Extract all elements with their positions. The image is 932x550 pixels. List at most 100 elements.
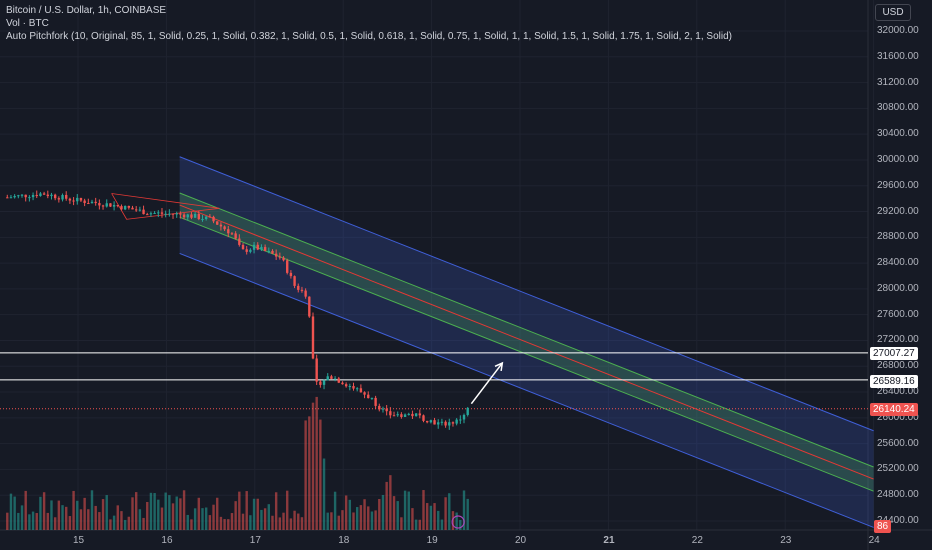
volume-bar: [400, 517, 403, 530]
pitchfork-upper-line[interactable]: [179, 156, 874, 432]
candle-body: [83, 200, 86, 204]
volume-bar: [293, 510, 296, 530]
volume-bar: [274, 492, 278, 530]
volume-bar: [414, 519, 418, 530]
candle-body: [13, 196, 16, 198]
volume-bar: [204, 507, 208, 530]
candle-body: [448, 422, 451, 426]
price-tick-label: 28000.00: [877, 282, 919, 294]
price-tick-label: 28400.00: [877, 257, 919, 269]
volume-indicator-label[interactable]: Vol · BTC: [6, 18, 49, 29]
volume-bar: [17, 512, 20, 530]
lightning-icon[interactable]: [451, 515, 465, 529]
candle-body: [94, 201, 97, 204]
volume-bar: [72, 490, 75, 530]
time-tick-label: 17: [249, 535, 261, 546]
pitchfork-inner-lower-line[interactable]: [179, 216, 874, 492]
pitchfork-lower-line[interactable]: [179, 252, 874, 528]
volume-bar: [61, 505, 64, 530]
volume-bar: [433, 503, 436, 530]
candle-body: [142, 209, 145, 215]
last-price-label: 26140.24: [870, 403, 918, 416]
candle-body: [293, 276, 296, 286]
trend-arrow[interactable]: [470, 362, 503, 405]
currency-button[interactable]: USD: [875, 4, 911, 21]
price-tick-label: 28800.00: [877, 231, 919, 243]
candle-body: [429, 420, 433, 423]
volume-bar: [212, 504, 215, 530]
candle-body: [153, 212, 156, 214]
volume-bar: [451, 511, 455, 530]
candle-body: [319, 381, 322, 385]
candle-body: [363, 392, 366, 395]
volume-bar: [186, 514, 189, 530]
candle-body: [20, 194, 24, 196]
price-tick-label: 25200.00: [877, 463, 919, 475]
candle-body: [286, 260, 289, 273]
candle-body: [179, 213, 182, 215]
volume-bar: [208, 515, 212, 530]
volume-bar: [385, 481, 388, 530]
candle-body: [414, 413, 418, 417]
volume-bar: [20, 505, 24, 530]
hline-lower-price-label: 26589.16: [870, 375, 918, 388]
candle-body: [112, 205, 116, 207]
price-tick-label: 30400.00: [877, 128, 919, 140]
candle-body: [6, 197, 9, 199]
volume-bar: [46, 512, 49, 530]
volume-bar: [241, 513, 245, 530]
candle-body: [227, 229, 230, 234]
pitchfork-median-line[interactable]: [179, 204, 874, 480]
pitchfork-inner-upper-line[interactable]: [179, 192, 874, 468]
chart-legend: Bitcoin / U.S. Dollar, 1h, COINBASE Vol …: [6, 4, 732, 43]
volume-bar: [134, 492, 138, 530]
volume-bar: [271, 515, 274, 530]
volume-bar: [13, 496, 16, 530]
candle-body: [289, 272, 293, 277]
candle-body: [308, 296, 311, 317]
price-tick-label: 30800.00: [877, 102, 919, 114]
candle-body: [278, 256, 282, 258]
candle-body: [138, 209, 142, 211]
symbol-title[interactable]: Bitcoin / U.S. Dollar, 1h, COINBASE: [6, 5, 167, 16]
candle-body: [341, 382, 344, 385]
volume-bar: [459, 519, 462, 530]
volume-bar: [90, 490, 94, 530]
price-tick-label: 24800.00: [877, 489, 919, 501]
volume-bar: [76, 500, 79, 530]
volume-bar: [112, 515, 116, 530]
volume-bar: [234, 501, 237, 530]
candle-body: [164, 213, 167, 215]
candle-body: [425, 420, 429, 423]
volume-bar: [193, 508, 197, 530]
volume-bar: [109, 519, 112, 530]
candle-body: [249, 249, 252, 252]
candle-body: [234, 233, 237, 239]
volume-bar: [448, 493, 451, 530]
candle-body: [333, 378, 337, 380]
volume-bar: [304, 420, 307, 530]
time-tick-label: 20: [515, 535, 527, 546]
candle-body: [204, 216, 208, 220]
volume-bar: [120, 511, 123, 530]
candle-body: [9, 197, 13, 199]
candle-body: [444, 421, 447, 426]
volume-bar: [260, 509, 263, 530]
price-tick-label: 31200.00: [877, 76, 919, 88]
volume-bar: [444, 497, 447, 530]
candle-body: [160, 212, 164, 214]
candle-body: [208, 216, 212, 218]
candle-body: [400, 414, 403, 417]
pitchfork-indicator-label[interactable]: Auto Pitchfork (10, Original, 85, 1, Sol…: [6, 31, 732, 42]
candle-body: [90, 201, 94, 204]
volume-bar: [146, 501, 149, 530]
candle-body: [263, 247, 267, 251]
volume-bar: [123, 519, 127, 530]
candle-body: [245, 249, 248, 252]
volume-bar: [94, 505, 97, 530]
volume-bar: [216, 497, 219, 530]
volume-bar: [105, 495, 108, 530]
price-tick-label: 31600.00: [877, 50, 919, 62]
volume-bar: [367, 506, 370, 530]
